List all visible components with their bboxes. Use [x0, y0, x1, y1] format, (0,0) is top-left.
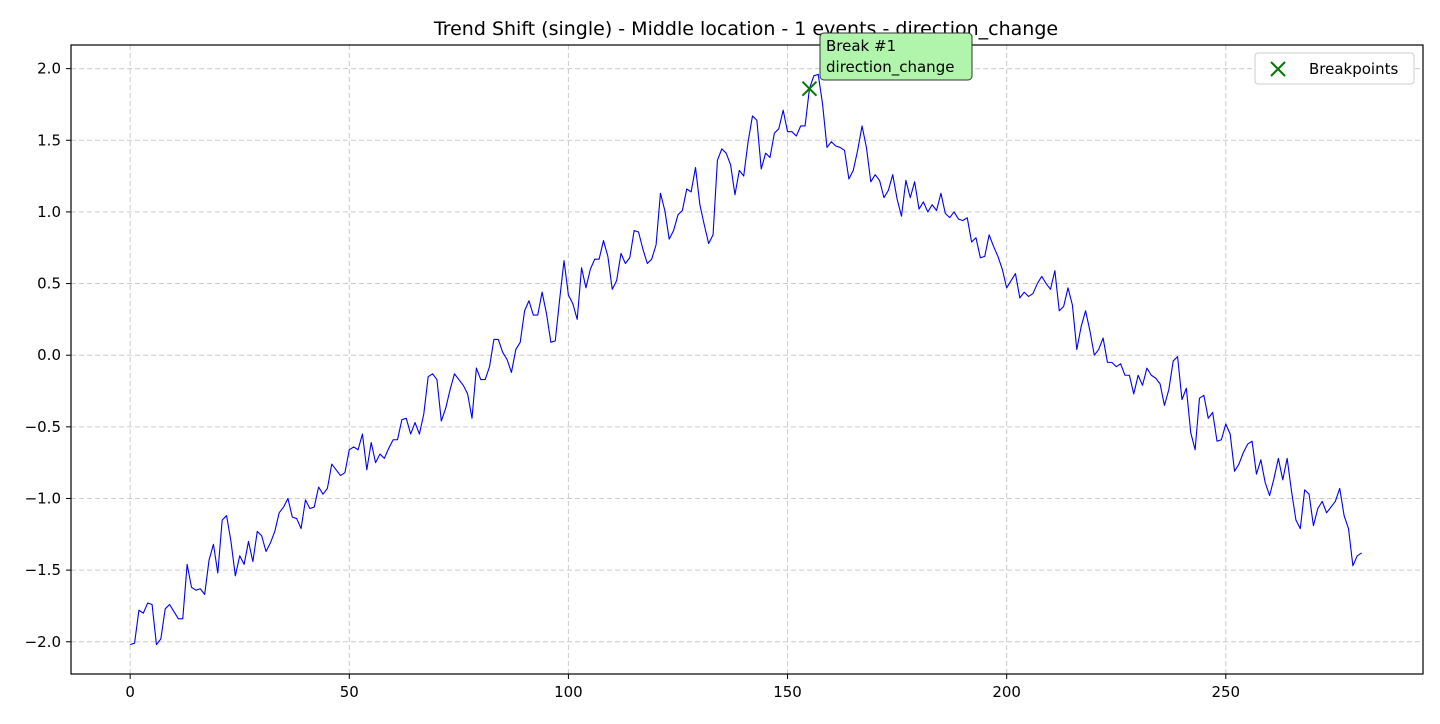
breakpoint-annotation: Break #1 direction_change: [819, 32, 973, 81]
marker-layer: [801, 80, 818, 97]
y-tick-label: 0.5: [37, 275, 61, 293]
legend-label: Breakpoints: [1309, 60, 1398, 78]
line-layer: [129, 73, 1362, 646]
y-tick-label: −1.5: [25, 561, 61, 579]
legend-x-marker: [1270, 61, 1286, 77]
grid-layer: [71, 45, 1423, 674]
x-tick-label: 100: [554, 683, 583, 701]
annotation-line-2: direction_change: [826, 58, 954, 77]
series-line: [129, 73, 1362, 646]
annotation-line-1: Break #1: [826, 37, 896, 55]
x-tick-label: 200: [992, 683, 1021, 701]
y-tick-label: −0.5: [25, 418, 61, 436]
breakpoint-marker: [801, 80, 818, 97]
axes-frame: [70, 44, 1424, 675]
x-tick-label: 50: [340, 683, 359, 701]
breakpoint-marker-stroke: [801, 80, 818, 97]
legend-box: [1254, 52, 1415, 85]
tick-layer: 0 50 100 150 200 250 −2.0 −1.5 −1.0 −0.5 0.0 0.5 1.0…: [25, 60, 1241, 701]
x-tick-label: 250: [1211, 683, 1240, 701]
legend-x-stroke: [1270, 61, 1286, 77]
x-tick-label: 150: [773, 683, 802, 701]
x-tick-label: 0: [125, 683, 135, 701]
y-tick-label: 0.0: [37, 346, 61, 364]
annotation-box: [819, 32, 973, 81]
y-tick-label: −2.0: [25, 633, 61, 651]
y-tick-label: 1.0: [37, 203, 61, 221]
y-tick-label: 1.5: [37, 131, 61, 149]
legend: Breakpoints: [1254, 52, 1415, 85]
y-tick-label: −1.0: [25, 489, 61, 507]
y-tick-label: 2.0: [37, 60, 61, 78]
